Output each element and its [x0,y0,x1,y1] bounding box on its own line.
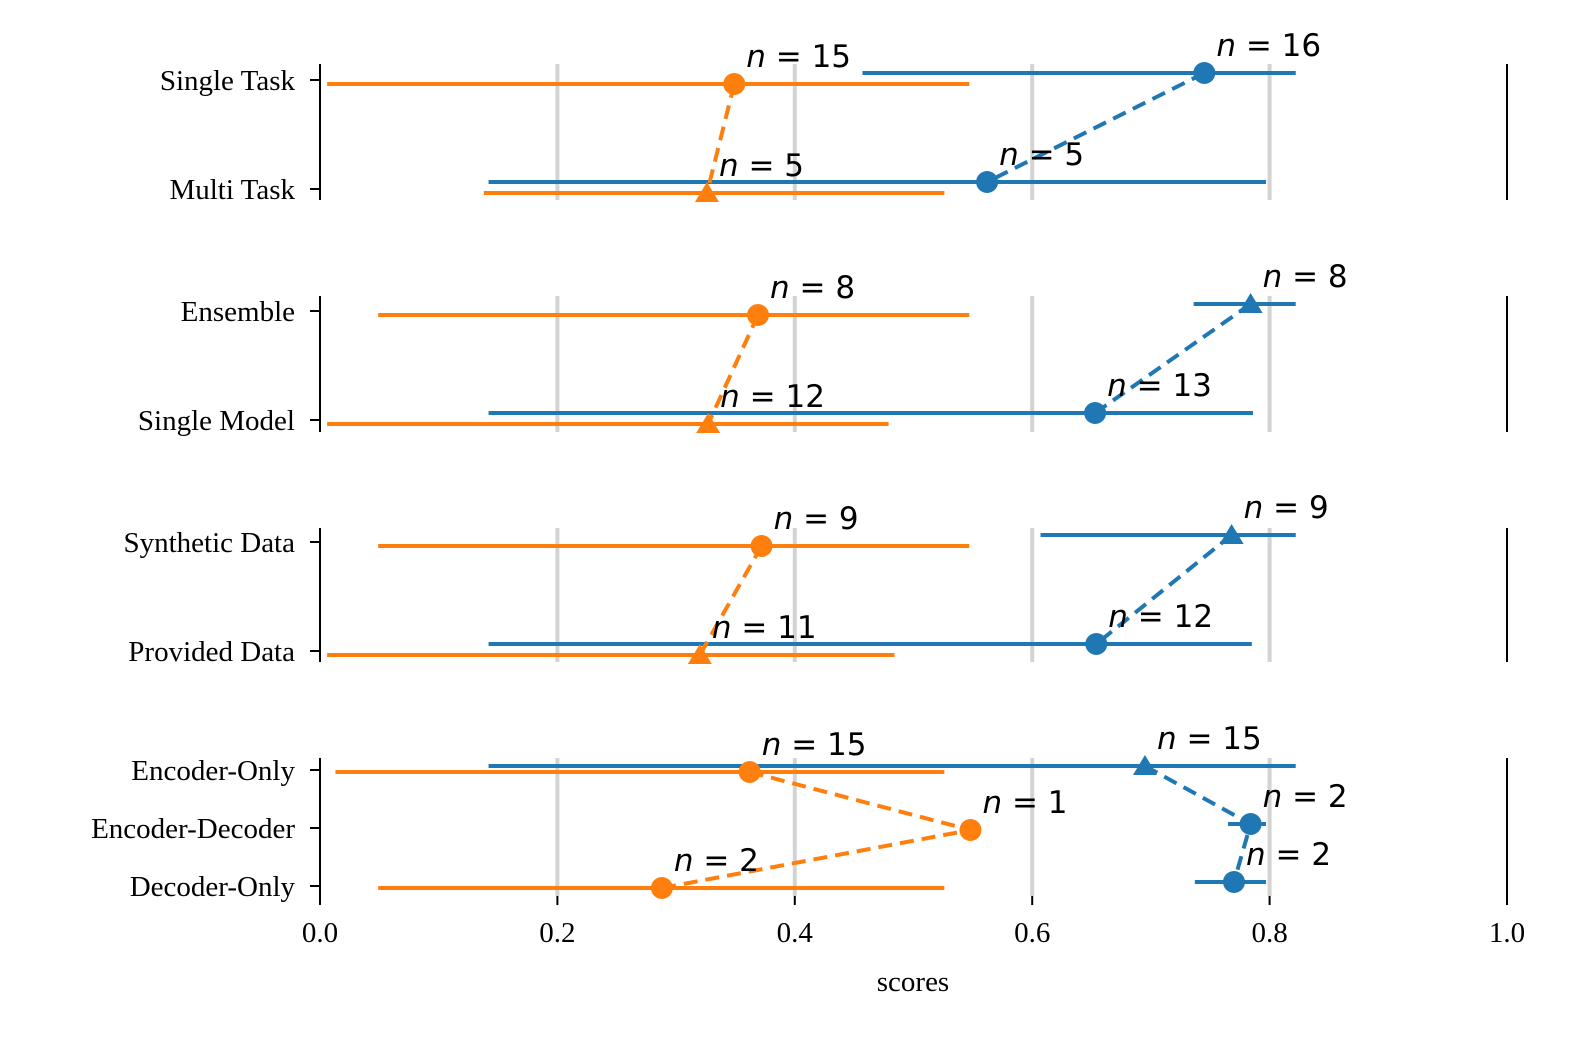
y-tick-label-task-0: Single Task [160,65,296,97]
marker-architecture-orange-1 [959,819,982,841]
marker-model-blue-0 [1238,293,1263,313]
n-label-data-blue-0: n = 9 [1244,490,1329,526]
marker-data-orange-0 [750,535,773,557]
n-label-model-orange-1: n = 12 [720,379,825,415]
y-tick-label-architecture-0: Encoder-Only [131,755,295,787]
y-tick-label-task-1: Multi Task [169,174,295,206]
n-label-architecture-orange-1: n = 1 [982,785,1067,821]
y-tick-label-model-0: Ensemble [181,296,295,328]
x-tick-label-5: 1.0 [1489,917,1525,949]
marker-architecture-orange-0 [738,761,761,783]
n-label-task-blue-0: n = 16 [1216,28,1321,64]
x-tick-label-0: 0.0 [302,917,338,949]
marker-architecture-orange-2 [650,877,673,899]
marker-task-orange-1 [694,182,719,202]
marker-model-orange-0 [747,304,770,326]
connector-data-blue [1095,533,1233,646]
n-label-architecture-blue-0: n = 15 [1157,721,1262,757]
marker-task-blue-1 [976,171,999,193]
n-label-model-blue-1: n = 13 [1107,368,1212,404]
grid-layer [555,64,1272,896]
y-tick-label-data-0: Synthetic Data [123,527,295,559]
n-label-task-blue-1: n = 5 [999,137,1084,173]
n-label-data-orange-0: n = 9 [774,501,859,537]
connector-task-orange [705,83,737,194]
n-label-architecture-blue-2: n = 2 [1246,837,1331,873]
y-tick-label-architecture-1: Encoder-Decoder [91,813,295,845]
x-tick-label-2: 0.4 [777,917,814,949]
marker-data-orange-1 [687,644,712,664]
marker-architecture-blue-0 [1132,755,1157,775]
connector-model-blue [1093,302,1252,415]
n-label-model-orange-0: n = 8 [770,270,855,306]
marker-task-blue-0 [1193,62,1216,84]
n-label-architecture-orange-0: n = 15 [762,727,867,763]
marker-data-blue-0 [1219,524,1244,544]
n-label-task-orange-0: n = 15 [746,39,851,75]
y-tick-label-model-1: Single Model [138,405,295,437]
n-label-data-orange-1: n = 11 [712,610,817,646]
y-tick-label-data-1: Provided Data [128,636,295,668]
axis-layer: Single Task Multi Task Ensemble Single Mode… [91,64,1525,949]
n-label-architecture-orange-2: n = 2 [674,843,759,879]
marker-model-orange-1 [696,413,721,433]
n-label-architecture-blue-1: n = 2 [1263,779,1348,815]
marker-task-orange-0 [723,73,746,95]
x-tick-label-3: 0.6 [1014,917,1050,949]
n-label-data-blue-1: n = 12 [1108,599,1213,635]
connector-task-blue [986,71,1206,184]
y-tick-label-architecture-2: Decoder-Only [130,871,296,903]
x-tick-label-4: 0.8 [1251,917,1287,949]
n-label-task-orange-1: n = 5 [719,148,804,184]
marker-data-blue-1 [1085,633,1108,655]
n-label-model-blue-0: n = 8 [1263,259,1348,295]
marker-model-blue-1 [1084,402,1107,424]
connector-model-orange [706,314,760,425]
x-axis-title: scores [877,966,949,998]
marker-architecture-blue-1 [1239,813,1262,835]
data-layer: n = 16 n = 5 n = 15 n = 5 n = 8 n = 13 n = 8 n … [327,28,1348,899]
marker-architecture-blue-2 [1222,871,1245,893]
x-tick-label-1: 0.2 [539,917,575,949]
